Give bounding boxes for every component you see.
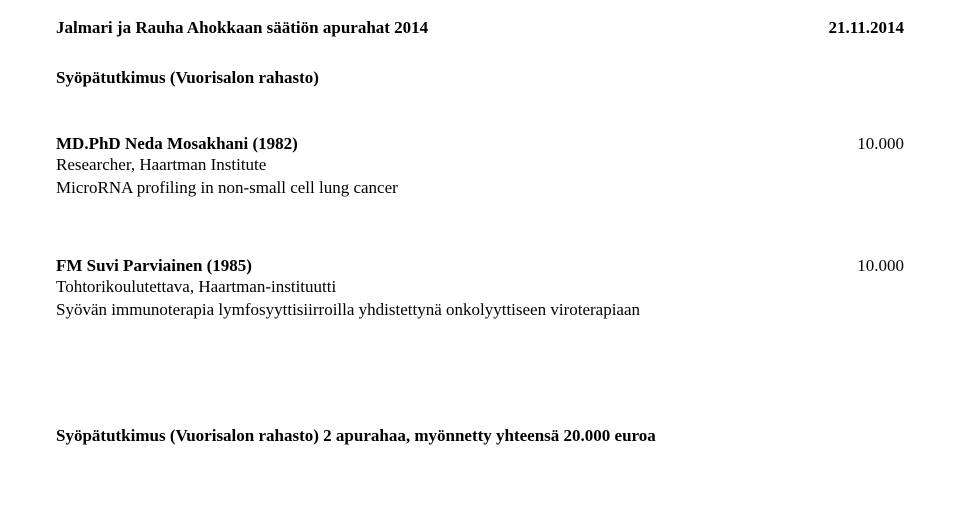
- grant-amount: 10.000: [857, 134, 904, 154]
- applicant-name: FM Suvi Parviainen (1985): [56, 256, 252, 276]
- applicant-affiliation: Tohtorikoulutettava, Haartman-instituutt…: [56, 276, 904, 299]
- spacer: [56, 212, 904, 256]
- section-footer: Syöpätutkimus (Vuorisalon rahasto) 2 apu…: [56, 426, 904, 446]
- project-title: MicroRNA profiling in non-small cell lun…: [56, 177, 904, 200]
- spacer: [56, 334, 904, 426]
- grant-entry: FM Suvi Parviainen (1985) 10.000 Tohtori…: [56, 256, 904, 322]
- applicant-affiliation: Researcher, Haartman Institute: [56, 154, 904, 177]
- project-title: Syövän immunoterapia lymfosyyttisiirroil…: [56, 299, 904, 322]
- applicant-name: MD.PhD Neda Mosakhani (1982): [56, 134, 298, 154]
- header-row: Jalmari ja Rauha Ahokkaan säätiön apurah…: [56, 18, 904, 38]
- entry-head: MD.PhD Neda Mosakhani (1982) 10.000: [56, 134, 904, 154]
- page-title: Jalmari ja Rauha Ahokkaan säätiön apurah…: [56, 18, 428, 38]
- header-date: 21.11.2014: [828, 18, 904, 38]
- entry-head: FM Suvi Parviainen (1985) 10.000: [56, 256, 904, 276]
- grant-entry: MD.PhD Neda Mosakhani (1982) 10.000 Rese…: [56, 134, 904, 200]
- grant-amount: 10.000: [857, 256, 904, 276]
- section-title: Syöpätutkimus (Vuorisalon rahasto): [56, 68, 904, 88]
- page: Jalmari ja Rauha Ahokkaan säätiön apurah…: [0, 0, 960, 526]
